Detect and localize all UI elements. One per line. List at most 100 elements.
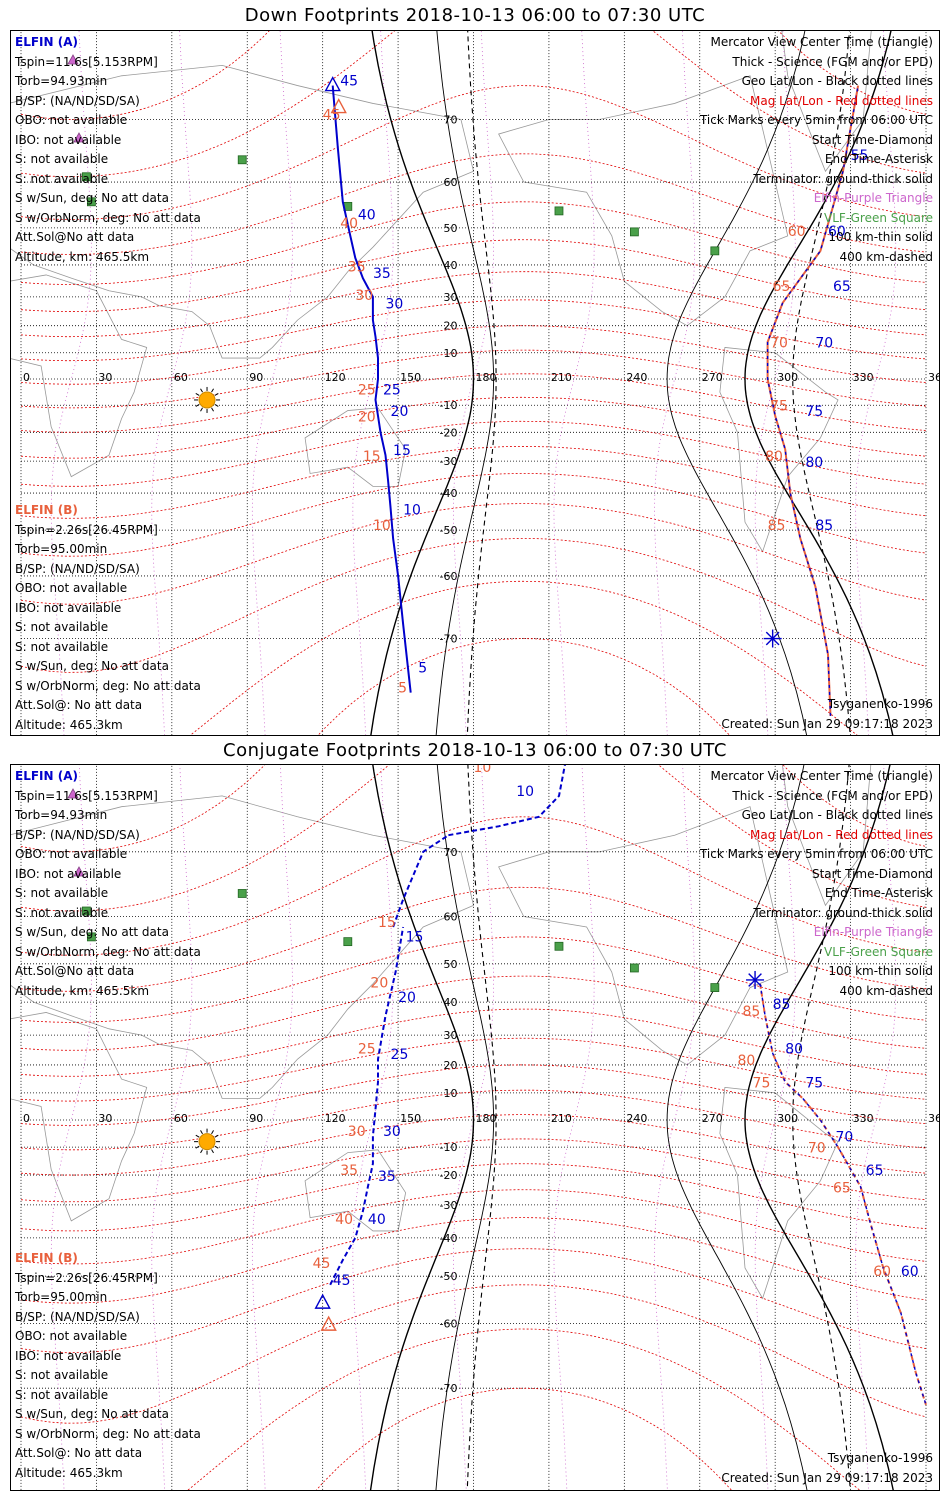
- mag-parallel: [20, 1189, 927, 1265]
- legend-item: Geo Lat/Lon - Black dotted lines: [741, 808, 933, 822]
- elfin-b-info: ELFIN (B) Tspin=2.26s[26.45RPM] Torb=95.0…: [15, 501, 201, 735]
- legend-item: 100 km-thin solid: [828, 230, 933, 244]
- elfin-b-info-line: Torb=95.00min: [15, 542, 108, 556]
- coastline-shape: [498, 75, 789, 327]
- sun-ray: [211, 407, 214, 412]
- elfin-b-info-line: S w/OrbNorm, deg: No att data: [15, 1426, 201, 1441]
- mag-tick-label: 25: [358, 383, 376, 399]
- sun-ray: [211, 1130, 214, 1135]
- legend-item: Terminator: ground-thick solid: [753, 905, 933, 920]
- mag-meridian: [553, 765, 595, 1490]
- terminator-100km: [666, 765, 808, 1490]
- elfin-b-info-line: B/SP: (NA/ND/SD/SA): [15, 1309, 140, 1324]
- elfin-b-track-overlay: [759, 983, 927, 1406]
- coastline-shape: [11, 795, 474, 1099]
- elfin-a-info-line: S w/OrbNorm, deg: No att data: [15, 944, 201, 959]
- mag-tick-label: 5: [398, 681, 407, 697]
- track-tick-label: 55: [851, 148, 869, 164]
- terminator-ground: [744, 31, 894, 735]
- asterisk-marker-icon: [763, 629, 782, 648]
- coastline-shape: [11, 274, 148, 478]
- asterisk-stroke: [765, 631, 780, 646]
- mag-tick-label: 45: [313, 1256, 331, 1272]
- sun-ray: [200, 1130, 203, 1135]
- panel-title-down: Down Footprints 2018-10-13 06:00 to 07:3…: [244, 5, 706, 26]
- mag-parallel: [20, 349, 927, 409]
- track-tick-label: 65: [866, 1163, 884, 1179]
- track-tick-label: 75: [805, 404, 823, 420]
- terminator-100km: [666, 31, 808, 735]
- track-tick-label: 25: [391, 1047, 409, 1063]
- panel-title-conjugate: Conjugate Footprints 2018-10-13 06:00 to…: [223, 740, 727, 761]
- legend-item: 400 km-dashed: [839, 249, 933, 264]
- sun-icon: [194, 1128, 221, 1155]
- lat-label: 30: [444, 1029, 458, 1042]
- coastline-shape: [719, 1086, 839, 1300]
- mag-parallel: [20, 1064, 927, 1126]
- sun-ray: [195, 404, 200, 407]
- mag-tick-label: 75: [753, 1075, 771, 1091]
- terminator: [369, 765, 894, 1490]
- elfin-a-info-line: S: not available: [15, 171, 109, 186]
- mag-tick-label: 75: [770, 399, 788, 415]
- mag-tick-label: 85: [742, 1004, 760, 1020]
- elfin-b-lines: Tspin=2.26s[26.45RPM] Torb=95.00min B/SP: …: [15, 1269, 201, 1464]
- legend-item: Mag Lat/Lon - Red dotted lines: [749, 93, 933, 108]
- track-tick-label: 70: [836, 1130, 854, 1146]
- elfin-b-info-line: S: not available: [15, 1368, 109, 1382]
- mag-parallel: [20, 1217, 927, 1304]
- elfin-a-info: ELFIN (A) Tspin=11.6s[5.153RPM] Torb=94.9…: [15, 33, 201, 267]
- mag-parallel: [20, 1008, 927, 1077]
- sun-ray: [214, 1134, 219, 1138]
- mag-grid: [20, 31, 927, 735]
- elfin-a-info-line: Att.Sol@No att data: [15, 230, 135, 244]
- vlf-square-icon: [81, 906, 91, 916]
- elfin-b-info-line: Att.Sol@: No att data: [15, 698, 143, 712]
- terminator-ground: [369, 765, 475, 1490]
- elfin-a-info-line: Altitude, km: 465.5km: [15, 249, 150, 264]
- mag-parallel: [20, 1163, 927, 1232]
- mag-parallel: [20, 325, 927, 385]
- mag-parallel: [20, 239, 927, 313]
- mag-meridian: [654, 31, 696, 735]
- lon-label: 360: [928, 1112, 939, 1125]
- map-conjugate-footprints: 0 30 60 90 120 150 180 210 240 270 300 330 360 70 60 50…: [11, 765, 939, 1490]
- elfin-a-info-line: Att.Sol@No att data: [15, 964, 135, 978]
- lat-label: -70: [440, 1382, 458, 1395]
- lat-label: -30: [440, 1199, 458, 1212]
- lon-label: 60: [174, 1112, 188, 1125]
- track-tick-label: 15: [393, 443, 411, 459]
- legend-item: VLF-Green Square: [824, 210, 933, 225]
- lon-label: 30: [98, 1112, 112, 1125]
- lat-label: -40: [440, 487, 458, 500]
- triangle-marker-icon: [320, 1315, 337, 1331]
- elfin-b-info-line: OBO: not available: [15, 581, 128, 595]
- elfin-b-info-line: S w/OrbNorm, deg: No att data: [15, 678, 201, 693]
- lon-label: 150: [400, 1112, 421, 1125]
- legend-item: Elfin-Purple Triangle: [813, 191, 933, 205]
- elfin-a-info: ELFIN (A) Tspin=11.6s[5.153RPM] Torb=94.9…: [15, 767, 201, 1001]
- vlf-square-icon: [629, 227, 639, 237]
- elfin-a-info-line: S w/Sun, deg: No att data: [15, 925, 169, 939]
- elfin-b-info-line: Tspin=2.26s[26.45RPM]: [15, 522, 158, 537]
- elfin-b-info-line: Att.Sol@: No att data: [15, 1446, 143, 1460]
- vlf-square-icon: [237, 155, 247, 165]
- geo-grid: [20, 765, 927, 1490]
- legend-item: End Time-Asterisk: [824, 152, 933, 166]
- track-tick-label: 25: [383, 383, 401, 399]
- sun-disk: [198, 1133, 216, 1151]
- model-label: Tsyganenko-1996: [827, 697, 933, 711]
- lat-label: -60: [440, 570, 458, 583]
- lon-label: 240: [626, 371, 647, 384]
- elfin-b-info-line: S w/Sun, deg: No att data: [15, 1407, 169, 1421]
- lon-label: 0: [23, 1112, 30, 1125]
- mag-tick-label: 40: [340, 216, 358, 232]
- elfin-b-name: ELFIN (B): [15, 503, 78, 517]
- sun-disk: [198, 391, 216, 409]
- elfin-b-info-line: Torb=95.00min: [15, 1290, 108, 1304]
- mag-tick-label: 15: [363, 449, 381, 465]
- mag-tick-label: 80: [737, 1053, 755, 1069]
- triangle-marker-icon: [314, 1293, 331, 1309]
- lon-label: 60: [174, 371, 188, 384]
- terminator-400km: [466, 765, 497, 1490]
